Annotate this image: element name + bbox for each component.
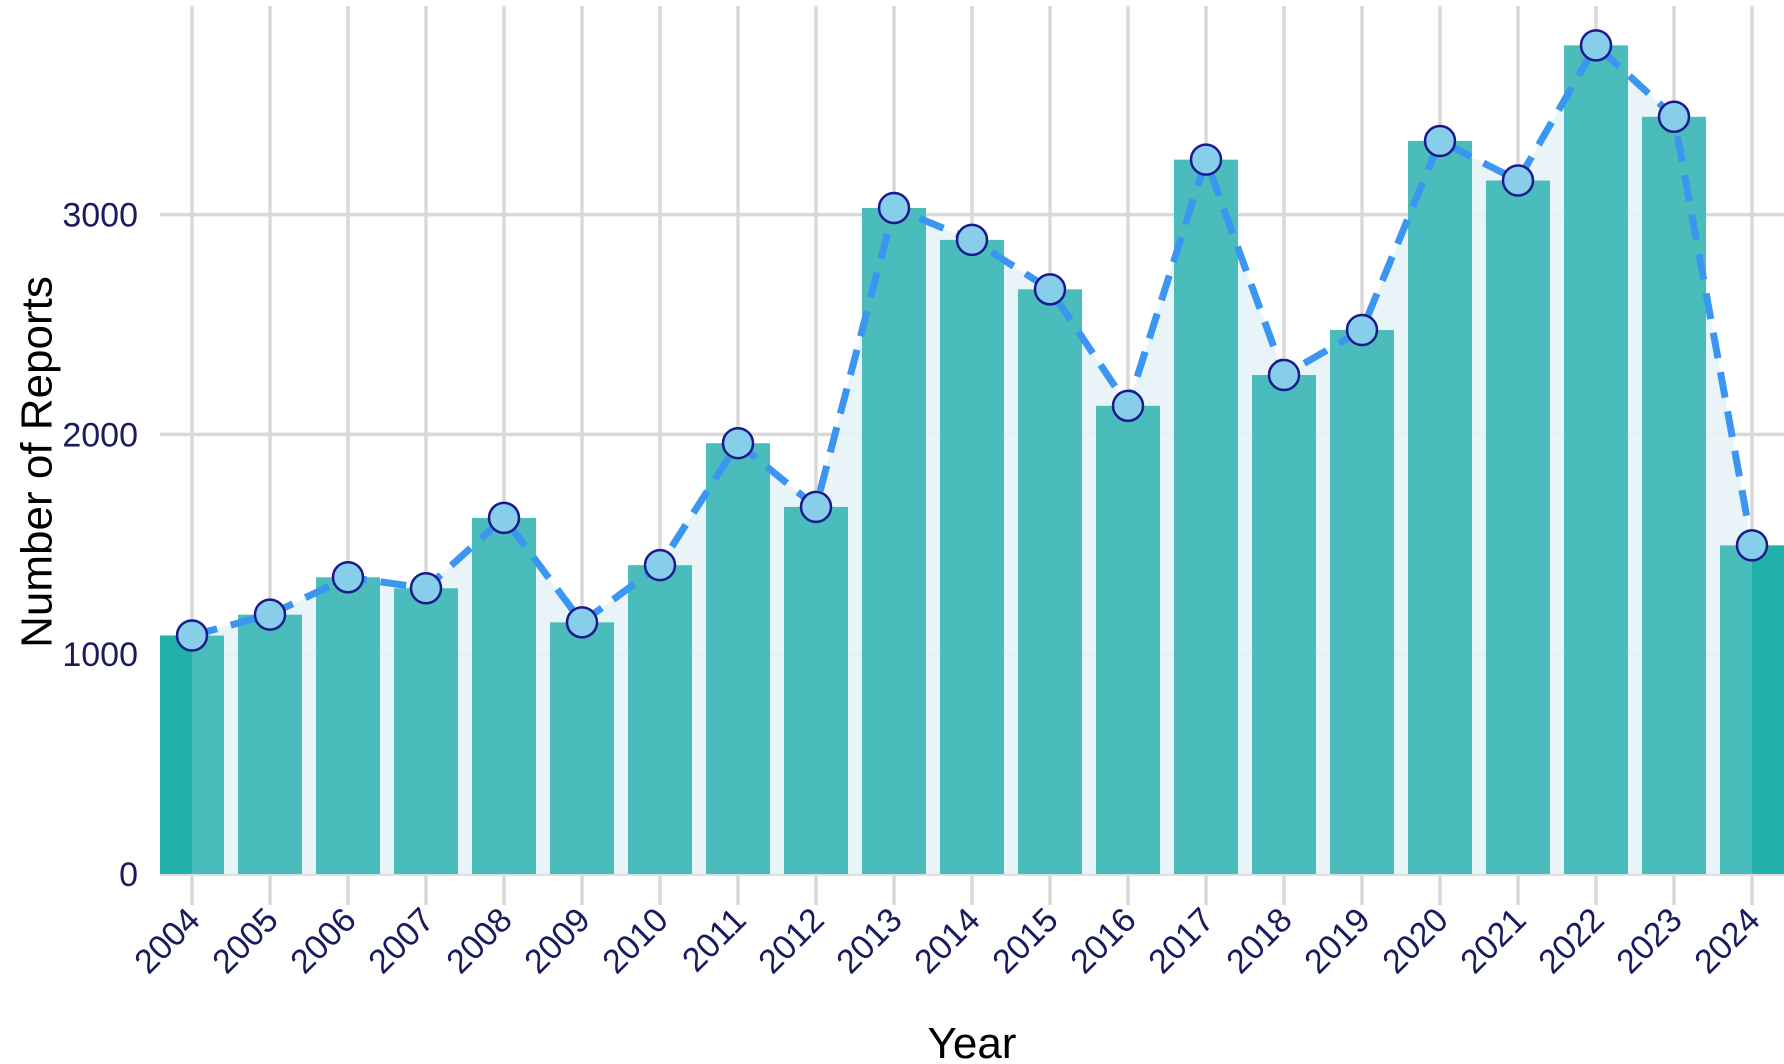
marker-2005	[253, 598, 287, 631]
bar-2005	[238, 614, 302, 874]
marker-2020	[1423, 124, 1457, 158]
bar-2013	[862, 208, 926, 875]
marker-2024	[1735, 529, 1769, 562]
x-tick-label: 2004	[127, 901, 207, 981]
x-tick-label: 2013	[829, 901, 909, 981]
y-axis-title: Number of Reports	[13, 276, 62, 648]
bar-2022	[1564, 45, 1628, 874]
marker-2019	[1345, 313, 1379, 347]
bar-2011	[706, 443, 770, 874]
x-tick-label: 2006	[283, 901, 363, 981]
bar-2023	[1642, 116, 1706, 874]
x-tick-label: 2018	[1219, 901, 1299, 981]
bar-2021	[1486, 180, 1550, 874]
y-axis-ticks: 0 1000 2000 3000	[62, 197, 138, 894]
x-tick-label: 2015	[985, 901, 1065, 981]
marker-2007	[409, 572, 443, 605]
x-tick-label: 2023	[1609, 901, 1689, 981]
x-tick-label: 2014	[907, 901, 987, 981]
marker-2010	[643, 548, 677, 582]
bar-2016	[1096, 405, 1160, 874]
marker-2006	[331, 561, 365, 594]
marker-2009	[565, 606, 599, 639]
marker-2012	[799, 490, 833, 524]
x-tick-label: 2019	[1297, 901, 1377, 981]
x-tick-label: 2021	[1453, 901, 1533, 981]
marker-2004	[175, 619, 209, 652]
bar-edge-right	[1752, 545, 1784, 874]
bar-2006	[316, 577, 380, 874]
x-axis-title: Year	[928, 1019, 1017, 1064]
marker-2015	[1033, 273, 1067, 306]
x-tick-label: 2008	[439, 901, 519, 981]
marker-2018	[1267, 358, 1301, 392]
markers	[175, 29, 1769, 652]
bar-2012	[784, 506, 848, 874]
x-tick-label: 2016	[1063, 901, 1143, 981]
bar-2009	[550, 622, 614, 874]
bar-2019	[1330, 329, 1394, 874]
bar-2018	[1252, 375, 1316, 874]
bar-2007	[394, 588, 458, 874]
y-tick-label: 3000	[62, 197, 138, 235]
marker-2016	[1111, 389, 1145, 423]
x-tick-label: 2009	[517, 901, 597, 981]
x-tick-label: 2020	[1375, 901, 1455, 981]
x-tick-label: 2017	[1141, 901, 1221, 981]
marker-2008	[487, 501, 521, 535]
y-tick-label: 0	[119, 856, 138, 894]
marker-2021	[1501, 164, 1535, 197]
x-tick-label: 2012	[751, 901, 831, 981]
y-tick-label: 1000	[62, 636, 138, 674]
y-tick-label: 2000	[62, 416, 138, 454]
bar-2014	[940, 239, 1004, 874]
bars	[160, 45, 1784, 875]
x-tick-label: 2010	[595, 901, 675, 981]
bar-2017	[1174, 159, 1238, 874]
bar-2010	[628, 565, 692, 874]
bar-2015	[1018, 289, 1082, 874]
marker-2014	[955, 223, 989, 257]
x-tick-label: 2005	[205, 901, 285, 981]
marker-2011	[721, 426, 755, 460]
bar-2020	[1408, 140, 1472, 875]
x-tick-label: 2024	[1687, 901, 1767, 981]
bar-edge-left	[160, 635, 192, 874]
marker-2017	[1189, 143, 1223, 176]
marker-2022	[1579, 29, 1613, 62]
marker-2013	[877, 191, 911, 225]
x-tick-label: 2007	[361, 901, 441, 981]
x-tick-label: 2011	[675, 901, 754, 980]
bar-2008	[472, 517, 536, 874]
marker-2023	[1657, 100, 1691, 134]
x-tick-label: 2022	[1531, 901, 1611, 981]
